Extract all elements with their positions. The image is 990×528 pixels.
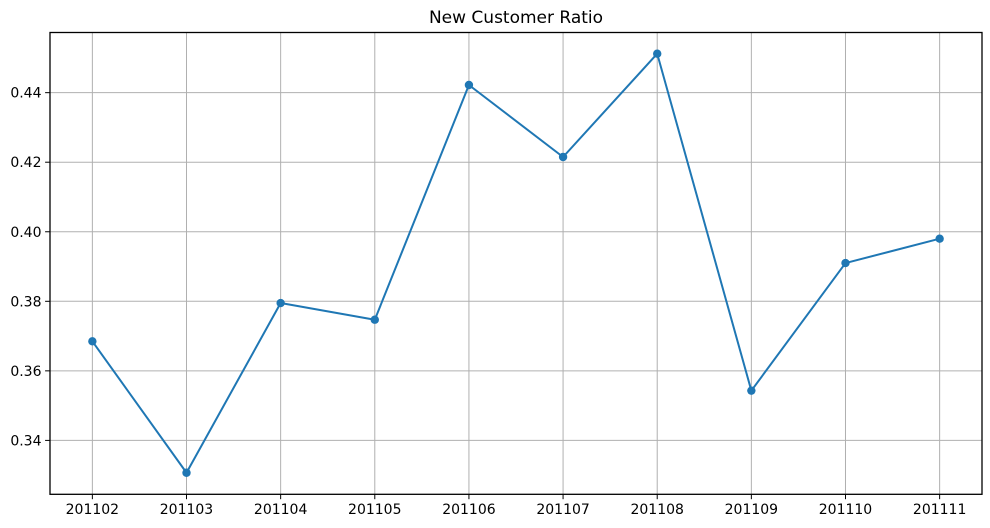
x-tick-label: 201109 [725, 502, 778, 518]
data-point-marker [558, 152, 568, 162]
y-tick-label: 0.34 [10, 433, 41, 449]
data-point-marker [653, 49, 662, 58]
chart-title: New Customer Ratio [428, 8, 604, 28]
x-tick-label: 201111 [913, 502, 966, 518]
x-tick-label: 201104 [254, 502, 308, 518]
y-tick-label: 0.38 [10, 294, 41, 310]
data-point-marker [370, 315, 379, 324]
data-point-marker [88, 337, 97, 346]
data-line [91, 52, 941, 474]
y-tick-label: 0.42 [10, 155, 41, 171]
x-tick-label: 201108 [630, 502, 683, 518]
data-point-marker [276, 298, 285, 308]
data-point-marker [747, 386, 756, 395]
y-tick-label: 0.44 [10, 86, 41, 102]
data-point-marker [841, 258, 850, 268]
x-tick-label: 201103 [160, 502, 213, 518]
x-tick-label: 201110 [819, 502, 872, 518]
x-tick-label: 201106 [442, 502, 496, 518]
y-tick-label: 0.36 [10, 364, 41, 380]
data-point-marker [464, 80, 474, 90]
data-point-marker [182, 468, 191, 477]
axes-frame [49, 31, 983, 495]
data-point-marker [935, 234, 944, 243]
y-tick-label: 0.40 [10, 225, 41, 241]
x-tick-label: 201102 [66, 502, 119, 518]
x-tick-label: 201107 [536, 502, 589, 518]
x-tick-label: 201105 [348, 502, 401, 518]
